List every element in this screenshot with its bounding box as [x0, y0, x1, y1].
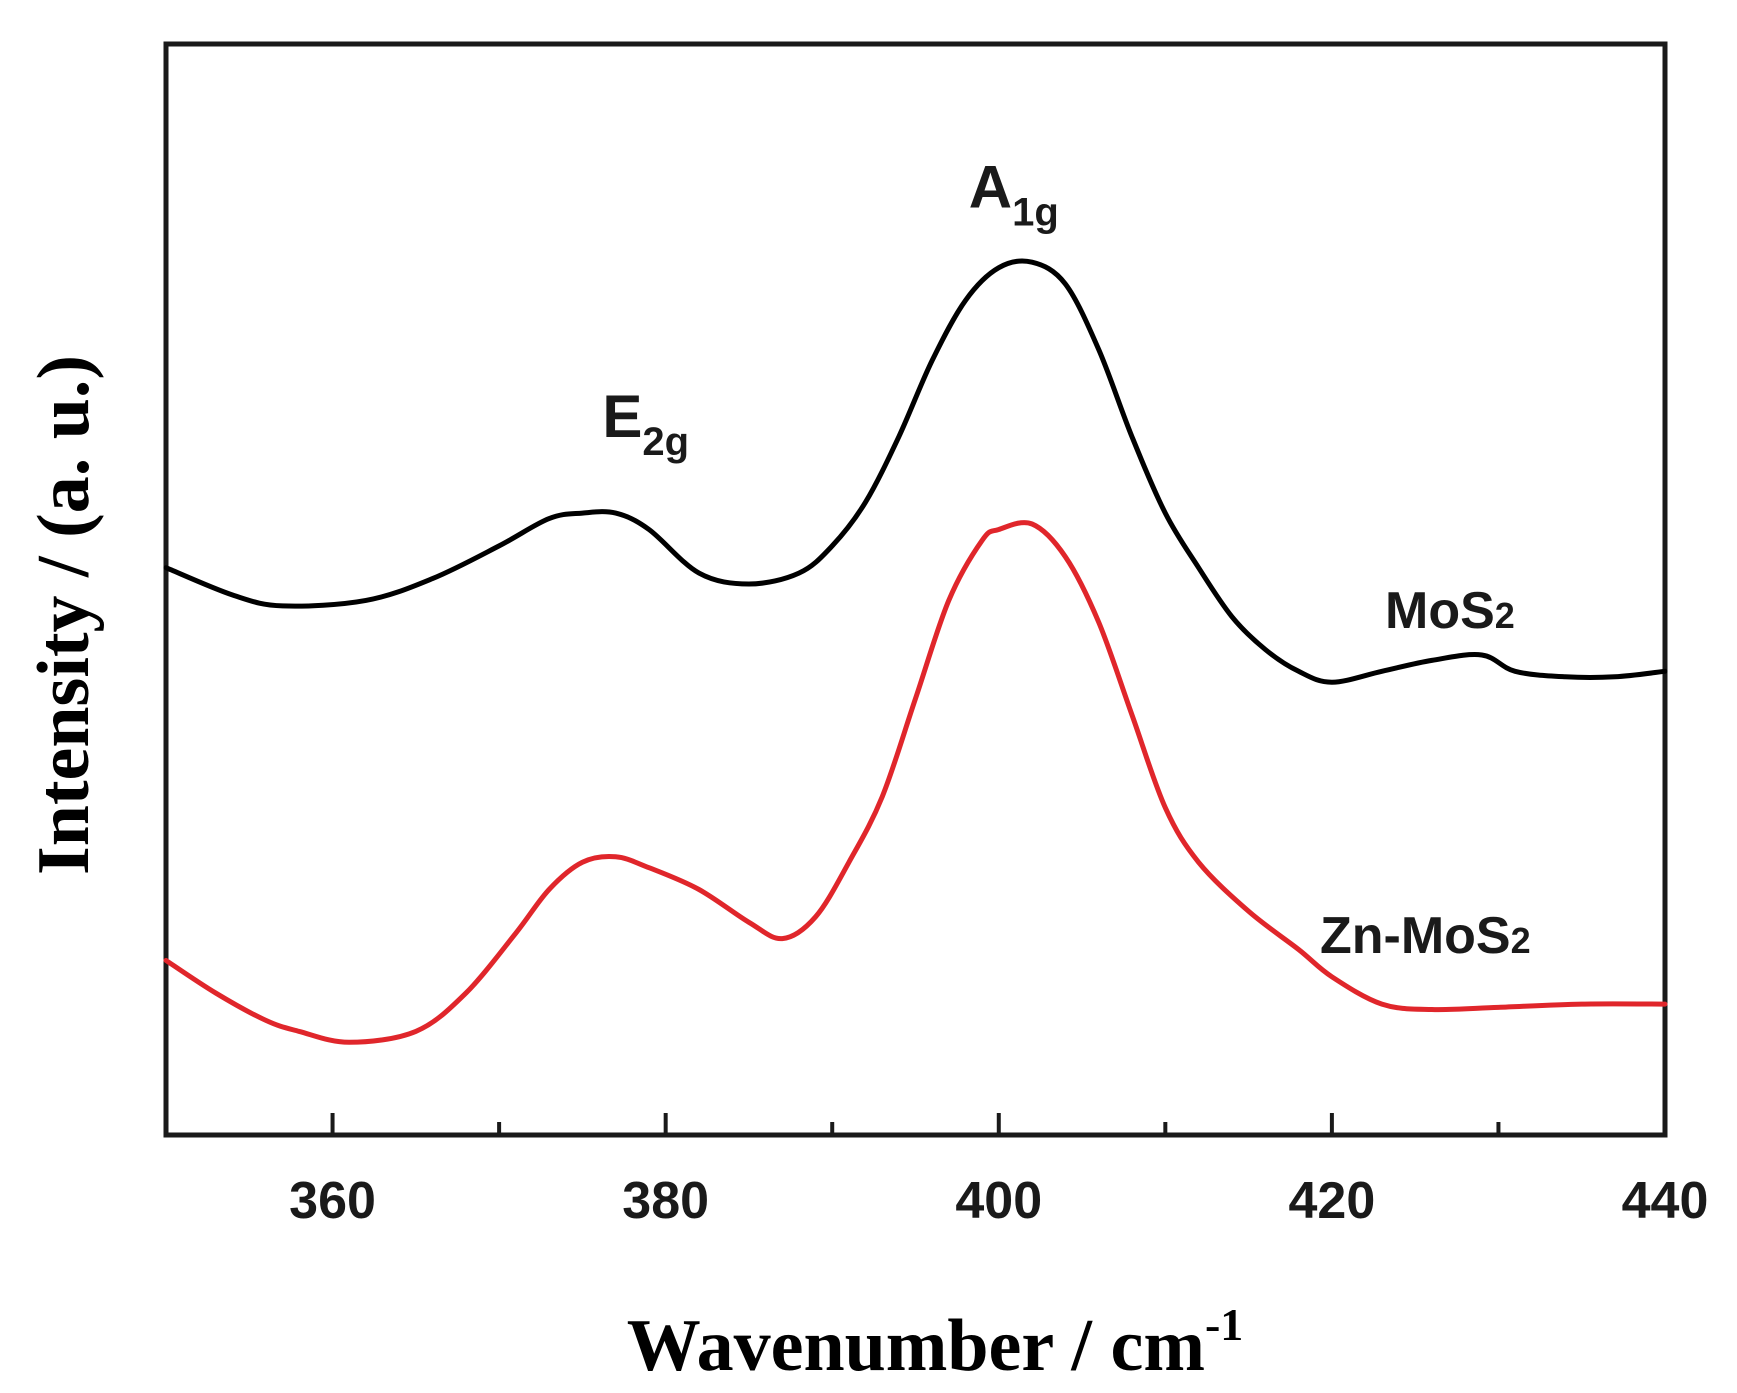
- y-axis-title: Intensity / (a. u.): [23, 355, 105, 875]
- series-line-mos2: [163, 258, 1668, 685]
- peak-annotations: E2g A1g: [602, 154, 1058, 464]
- x-tick-label-420: 420: [1289, 1172, 1376, 1230]
- plot-area: E2g A1g MoS2 Zn-MoS2: [163, 41, 1668, 1138]
- annotation-a1g: A1g: [969, 154, 1059, 235]
- series-label-mos2: MoS2: [1385, 582, 1515, 640]
- series-layer: [163, 258, 1668, 1045]
- x-tick-label-360: 360: [289, 1172, 376, 1230]
- series-labels: MoS2 Zn-MoS2: [1320, 582, 1531, 965]
- x-axis-title: Wavenumber / cm-1: [627, 1299, 1244, 1387]
- x-axis-title-superscript: -1: [1205, 1299, 1243, 1350]
- series-line-zn-mos2: [163, 520, 1668, 1045]
- x-tick-label-400: 400: [955, 1172, 1042, 1230]
- series-label-zn-mos2: Zn-MoS2: [1320, 907, 1531, 965]
- x-tick-label-440: 440: [1622, 1172, 1709, 1230]
- plot-frame: [163, 41, 1668, 1138]
- x-tick-label-380: 380: [622, 1172, 709, 1230]
- annotation-e2g: E2g: [602, 383, 689, 464]
- x-tick-labels: 360 380 400 420 440: [289, 1172, 1708, 1230]
- x-axis-ticks: [164, 1113, 1667, 1135]
